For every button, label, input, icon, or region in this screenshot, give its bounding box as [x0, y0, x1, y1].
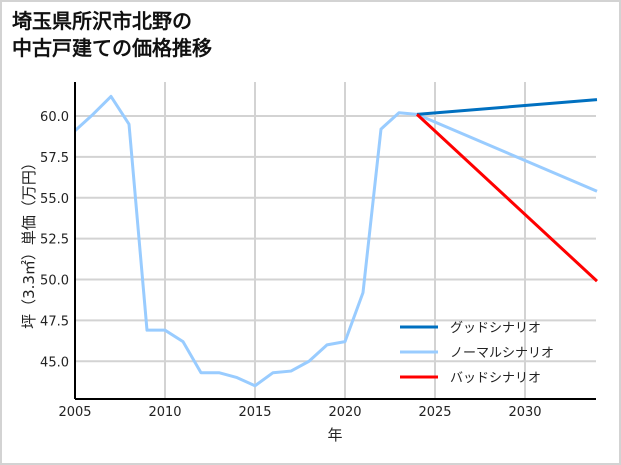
legend-label: バッドシナリオ: [450, 371, 541, 386]
x-tick-label: 2025: [418, 405, 451, 420]
y-tick-label: 57.5: [40, 151, 69, 166]
y-tick-label: 60.0: [40, 110, 69, 125]
x-tick-label: 2005: [58, 405, 91, 420]
y-axis-label: 坪（3.3㎡）単価（万円）: [20, 155, 38, 329]
x-tick-label: 2010: [148, 405, 181, 420]
legend-label: ノーマルシナリオ: [450, 346, 554, 361]
series-line: [73, 94, 598, 388]
axes: [74, 82, 596, 400]
y-tick-label: 45.0: [40, 355, 69, 370]
y-tick-label: 52.5: [40, 233, 69, 248]
y-tick-label: 55.0: [40, 192, 69, 207]
x-axis-label: 年: [327, 426, 342, 444]
chart-title: 埼玉県所沢市北野の 中古戸建ての価格推移: [12, 9, 212, 60]
x-tick-label: 2030: [508, 405, 541, 420]
x-tick-label: 2015: [238, 405, 271, 420]
x-tick-label: 2020: [328, 405, 361, 420]
series-lines: [73, 94, 599, 388]
series-line: [416, 98, 598, 116]
y-tick-label: 47.5: [40, 314, 69, 329]
tick-labels: 2005 2010 2015 2020 2025 2030 45.0 47.5 50.0 52.5…: [40, 110, 542, 420]
y-tick-label: 50.0: [40, 274, 69, 289]
legend-label: グッドシナリオ: [450, 321, 541, 336]
series-line: [415, 113, 599, 283]
